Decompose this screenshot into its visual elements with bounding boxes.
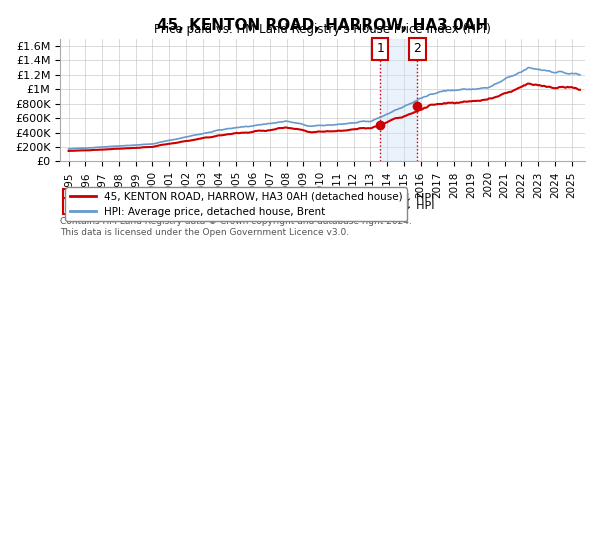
Text: 2: 2	[413, 43, 421, 55]
Text: Price paid vs. HM Land Registry's House Price Index (HPI): Price paid vs. HM Land Registry's House …	[154, 23, 491, 36]
Text: £499,950: £499,950	[249, 193, 302, 203]
Text: 23% ↓ HPI: 23% ↓ HPI	[375, 201, 434, 211]
Text: 1: 1	[66, 193, 73, 203]
Text: £770,000: £770,000	[249, 201, 302, 211]
Text: 1: 1	[376, 43, 384, 55]
Text: 01-AUG-2013: 01-AUG-2013	[100, 193, 174, 203]
Text: Contains HM Land Registry data © Crown copyright and database right 2024.
This d: Contains HM Land Registry data © Crown c…	[60, 217, 412, 236]
Text: 2: 2	[66, 201, 73, 211]
Text: 33% ↓ HPI: 33% ↓ HPI	[375, 193, 434, 203]
Bar	[380, 39, 418, 161]
Text: 19-OCT-2015: 19-OCT-2015	[100, 201, 172, 211]
Title: 45, KENTON ROAD, HARROW, HA3 0AH: 45, KENTON ROAD, HARROW, HA3 0AH	[157, 18, 488, 34]
Legend: 45, KENTON ROAD, HARROW, HA3 0AH (detached house), HPI: Average price, detached : 45, KENTON ROAD, HARROW, HA3 0AH (detach…	[65, 188, 407, 221]
